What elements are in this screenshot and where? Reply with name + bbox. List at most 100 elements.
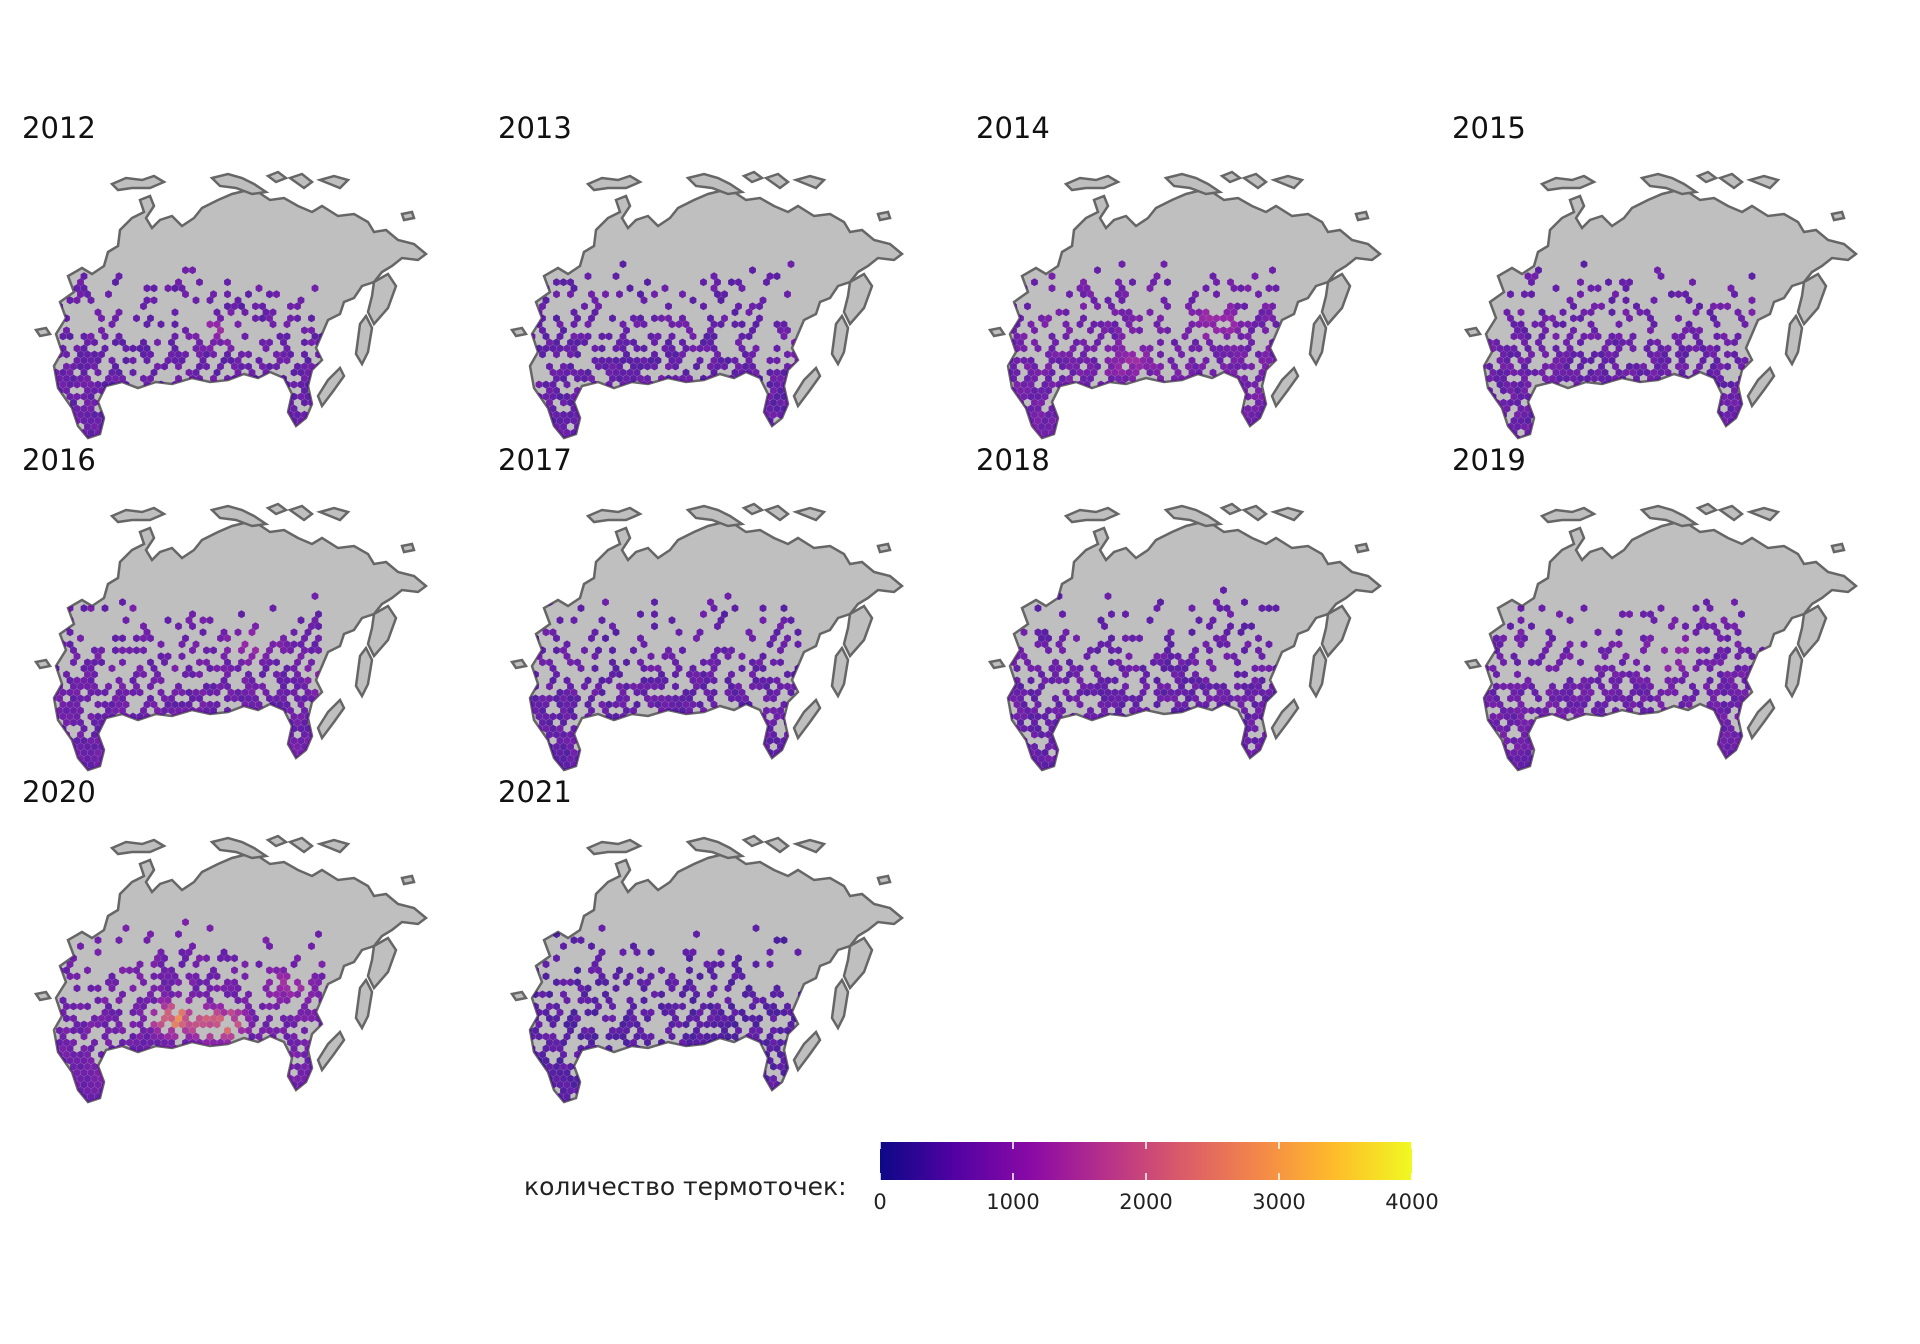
hex-cell	[1139, 416, 1147, 425]
hex-cell	[686, 706, 693, 715]
hex-cell	[1626, 386, 1633, 395]
hex-cell	[1815, 374, 1822, 383]
hex-cell	[1041, 392, 1049, 401]
hex-cell	[112, 754, 119, 763]
hex-cell	[623, 374, 630, 383]
hex-cell	[1566, 392, 1574, 401]
hex-cell	[1255, 706, 1262, 715]
hex-cell	[42, 731, 49, 739]
hex-cell	[87, 404, 95, 413]
hex-cell	[259, 338, 266, 347]
hex-cell	[535, 748, 543, 757]
hex-cell	[1608, 428, 1616, 437]
hex-cell	[283, 748, 291, 757]
hex-cell	[861, 350, 868, 359]
island-shape	[1241, 172, 1269, 190]
hex-cell	[731, 320, 739, 329]
hex-cell	[1773, 410, 1780, 419]
hex-cell	[301, 730, 308, 739]
hex-cell	[1587, 332, 1595, 341]
hex-cell	[1237, 320, 1245, 329]
hex-cell	[616, 742, 623, 751]
hex-cell	[647, 652, 655, 661]
hex-cell	[147, 422, 154, 431]
hex-cell	[1272, 284, 1280, 293]
island-shape	[209, 504, 270, 528]
island-shape	[109, 174, 167, 192]
hex-cell	[522, 737, 529, 745]
hex-cell	[325, 344, 333, 353]
hex-cell	[66, 428, 74, 437]
hex-cell	[609, 362, 616, 371]
hex-cell	[773, 760, 781, 769]
hex-cell	[140, 302, 147, 311]
hex-cell	[1325, 434, 1332, 438]
hex-cell	[532, 706, 539, 715]
hex-cell	[1220, 586, 1227, 595]
hex-cell	[280, 718, 287, 727]
hex-cell	[276, 332, 284, 341]
hex-cell	[1087, 682, 1094, 691]
hex-cell	[843, 428, 851, 437]
hex-cell	[46, 749, 53, 757]
hex-cell	[252, 742, 259, 751]
hex-cell	[1647, 326, 1654, 335]
hex-cell	[598, 332, 606, 341]
hex-cell	[1122, 694, 1129, 703]
island-shape	[1830, 210, 1846, 222]
hex-cell	[535, 428, 543, 437]
hex-cell	[728, 646, 735, 655]
hex-cell	[343, 434, 350, 438]
hex-cell	[371, 754, 378, 763]
hex-cell	[515, 628, 522, 636]
hex-cell	[1115, 694, 1122, 703]
hex-cell	[696, 344, 704, 353]
hex-cell	[115, 676, 123, 685]
hex-cell	[1577, 350, 1584, 359]
hex-cell	[567, 658, 574, 667]
hex-cell	[1570, 302, 1577, 311]
hex-cell	[1066, 398, 1073, 407]
hex-cell	[1720, 392, 1728, 401]
hex-cell	[395, 380, 403, 389]
hex-cell	[1010, 410, 1017, 419]
hex-cell	[515, 417, 522, 425]
hex-cell	[640, 296, 648, 305]
hex-cell	[1521, 326, 1528, 335]
hex-cell	[668, 356, 676, 365]
hex-cell	[1083, 688, 1091, 697]
hex-cell	[1696, 302, 1703, 311]
hex-cell	[1055, 700, 1063, 709]
hex-cell	[560, 706, 567, 715]
hex-cell	[199, 392, 207, 401]
hex-cell	[738, 404, 746, 413]
hex-cell	[353, 416, 361, 425]
hex-cell	[1682, 362, 1689, 371]
hex-cell	[70, 362, 77, 371]
hex-cell	[1727, 380, 1735, 389]
hex-cell	[77, 766, 84, 770]
hex-cell	[108, 428, 116, 437]
hex-cell	[1062, 308, 1070, 317]
hex-cell	[549, 344, 557, 353]
hex-cell	[1066, 290, 1073, 299]
hex-cell	[693, 634, 700, 643]
hex-cell	[1143, 434, 1150, 438]
hex-cell	[1048, 404, 1056, 413]
hex-cell	[248, 676, 256, 685]
hex-cell	[1059, 410, 1066, 419]
hex-cell	[73, 760, 81, 769]
hex-cell	[1615, 404, 1623, 413]
hex-cell	[1808, 422, 1815, 431]
hex-cell	[171, 332, 179, 341]
hex-cell	[182, 350, 189, 359]
hex-cell	[178, 748, 186, 757]
hex-cell	[87, 736, 95, 745]
hex-cell	[129, 404, 137, 413]
hex-cell	[217, 362, 224, 371]
hex-cell	[1776, 344, 1784, 353]
hex-cell	[1160, 688, 1168, 697]
hex-cell	[1083, 368, 1091, 377]
hex-cell	[630, 386, 637, 395]
hex-cell	[1752, 410, 1759, 419]
